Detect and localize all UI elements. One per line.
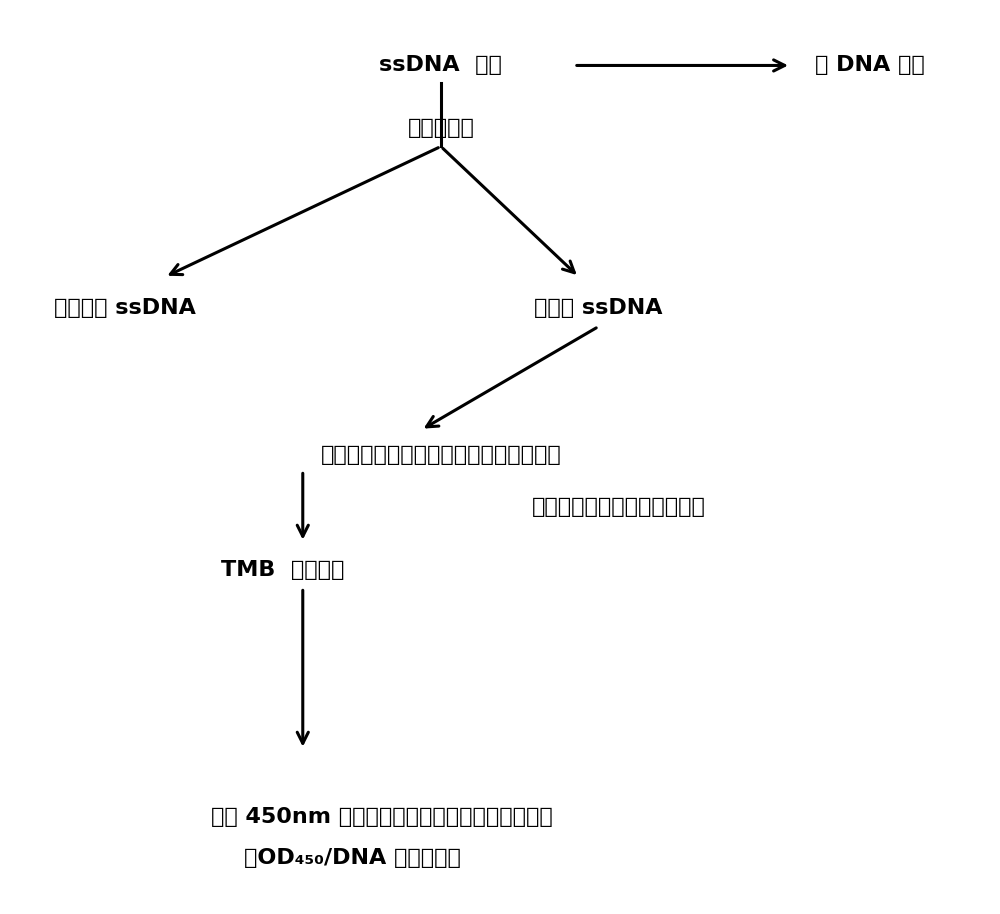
Text: 测 DNA 浓度: 测 DNA 浓度 [815, 56, 925, 76]
Text: 洗出未结合的辣根过氧化物酶: 洗出未结合的辣根过氧化物酶 [531, 496, 705, 516]
Text: 与弧菌结合: 与弧菌结合 [407, 119, 474, 138]
Text: TMB  显色反应: TMB 显色反应 [221, 559, 345, 579]
Text: 测定 450nm 下的吸光度，获得相应文库的亲和力: 测定 450nm 下的吸光度，获得相应文库的亲和力 [211, 807, 553, 827]
Text: 未结合的 ssDNA: 未结合的 ssDNA [54, 299, 196, 318]
Text: 结合的 ssDNA: 结合的 ssDNA [534, 299, 663, 318]
Text: ssDNA  文库: ssDNA 文库 [379, 56, 502, 76]
Text: 与标记地高辛抗体的辣根过氧化物酶结合: 与标记地高辛抗体的辣根过氧化物酶结合 [320, 445, 561, 465]
Text: （OD₄₅₀/DNA 的摩尔数）: （OD₄₅₀/DNA 的摩尔数） [244, 847, 461, 867]
